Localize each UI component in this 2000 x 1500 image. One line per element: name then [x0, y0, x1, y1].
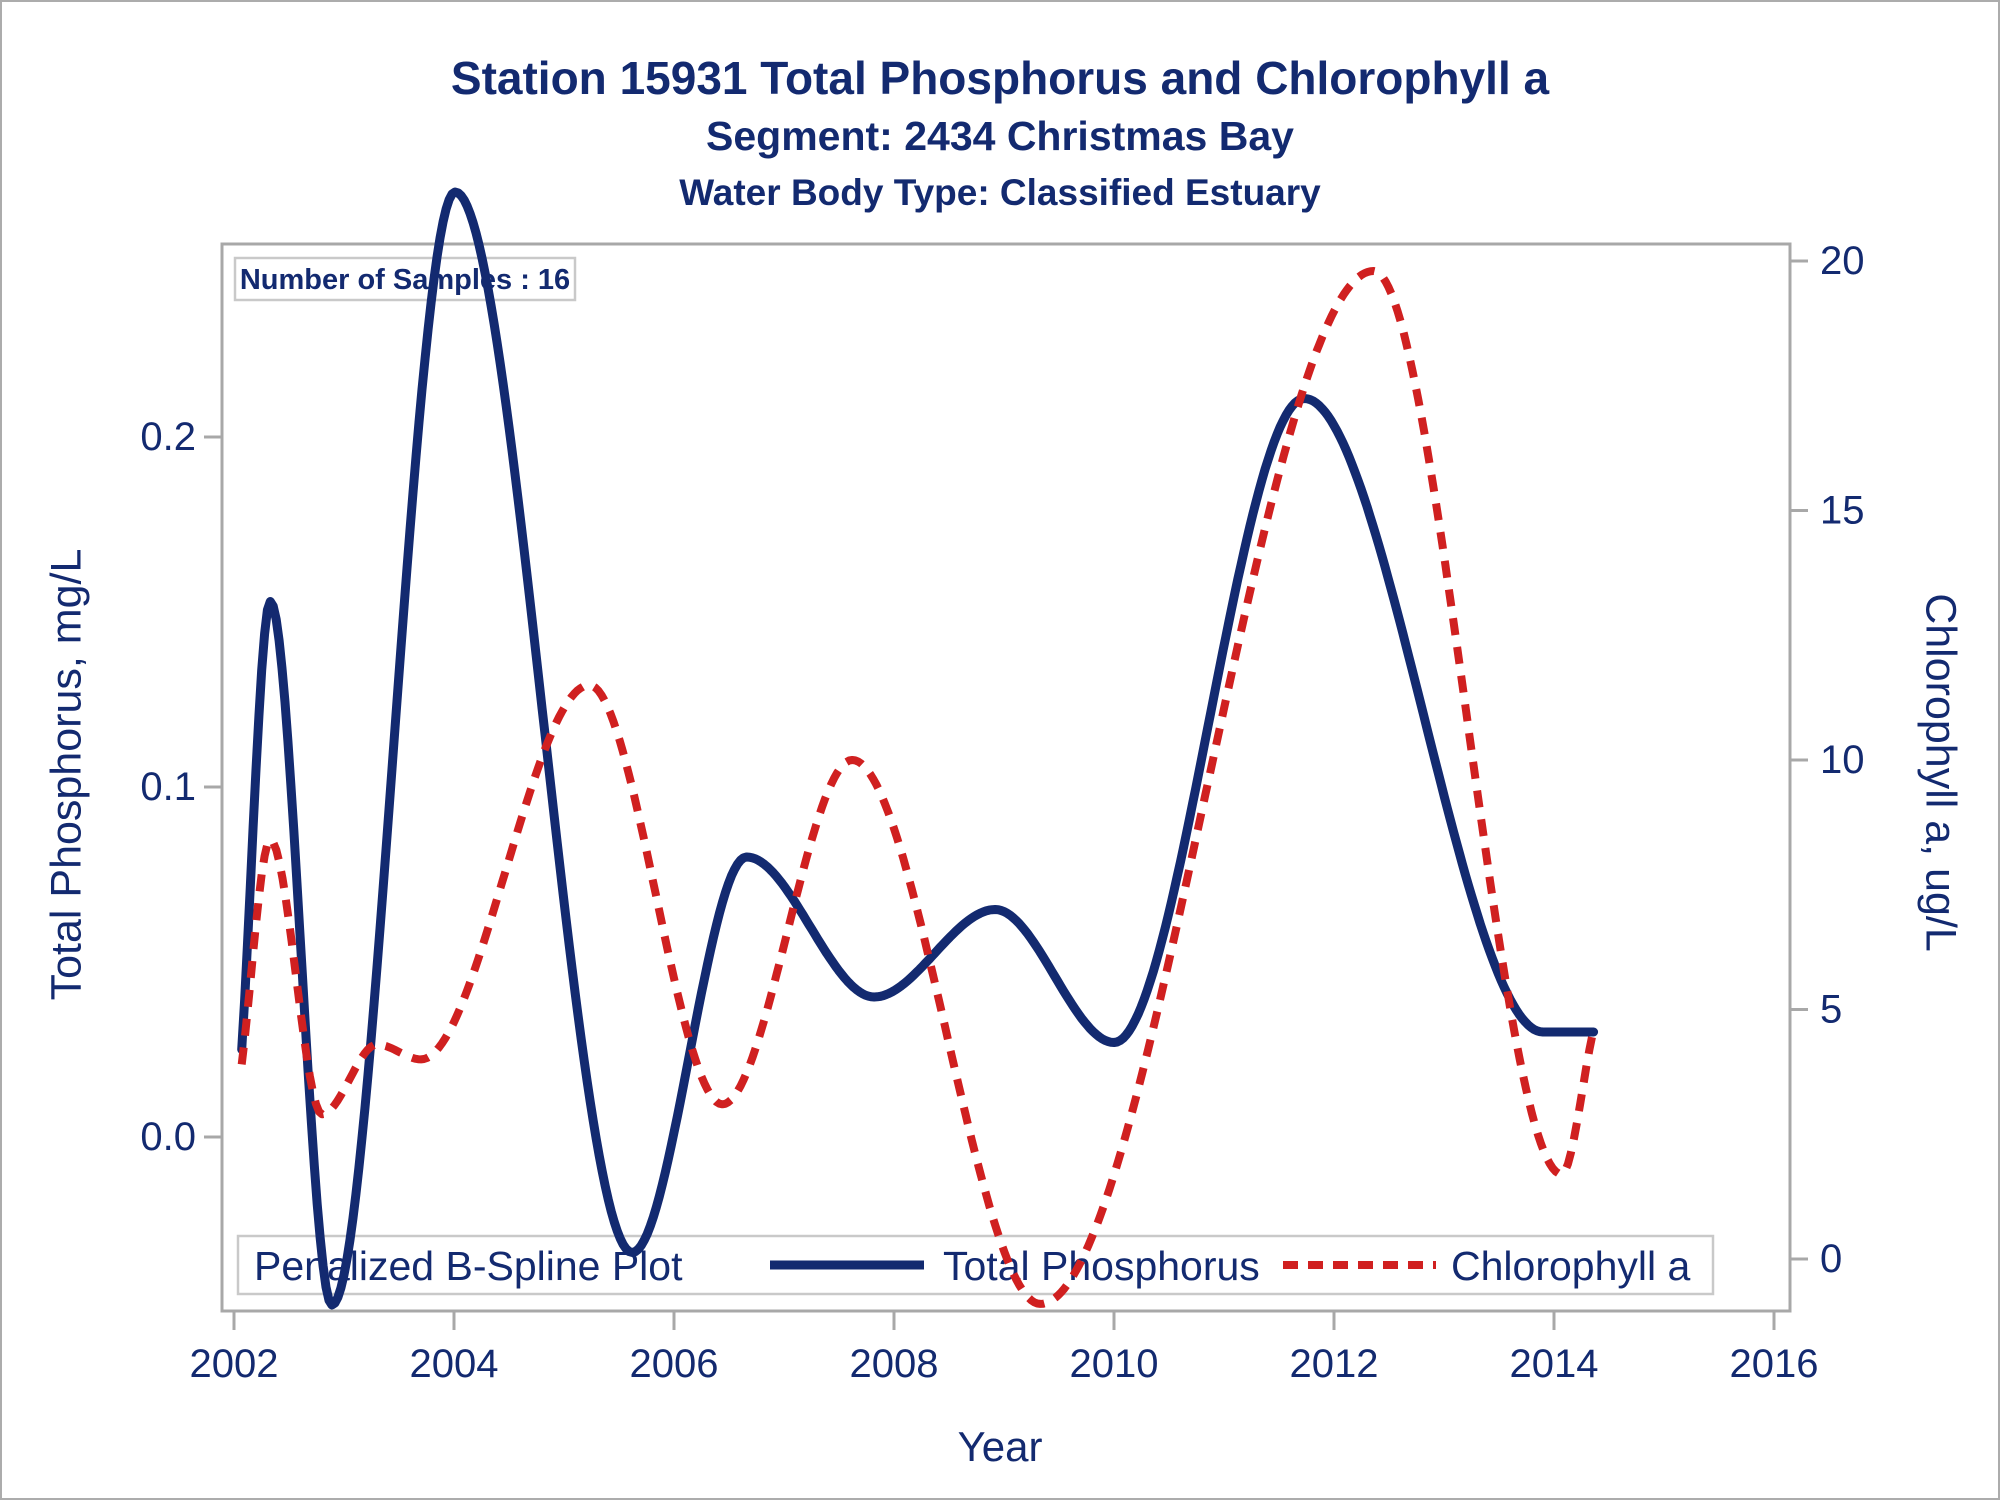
chart-subtitle: Segment: 2434 Christmas Bay [706, 113, 1294, 159]
legend-box [236, 1234, 1715, 1296]
y-right-tick-label: 10 [1820, 738, 1865, 782]
y-left-tick-label: 0.0 [140, 1115, 196, 1159]
x-tick-label: 2012 [1290, 1342, 1379, 1386]
x-axis-label: Year [957, 1423, 1043, 1470]
inset-text: Number of Samples : 16 [240, 264, 570, 296]
x-tick-label: 2010 [1070, 1342, 1159, 1386]
plot-border [220, 242, 1792, 1313]
y-left-tick-label: 0.2 [140, 415, 196, 459]
chart-subtitle2: Water Body Type: Classified Estuary [679, 172, 1321, 213]
x-tick-label: 2002 [190, 1342, 279, 1386]
chlorophyll-a-curve [237, 267, 1597, 1308]
legend-label-total-phosphorus: Total Phosphorus [943, 1243, 1260, 1289]
x-tick-label: 2006 [630, 1342, 719, 1386]
y-right-tick-label: 5 [1820, 988, 1842, 1032]
total-phosphorus-curve [237, 187, 1599, 1310]
x-tick-label: 2004 [410, 1342, 499, 1386]
chart-title: Station 15931 Total Phosphorus and Chlor… [450, 52, 1550, 104]
x-tick-label: 2014 [1510, 1342, 1599, 1386]
y-left-tick-label: 0.1 [140, 765, 196, 809]
x-tick-label: 2016 [1730, 1342, 1819, 1386]
y-right-tick-label: 0 [1820, 1237, 1842, 1281]
y-right-tick-label: 20 [1820, 239, 1865, 283]
inset-box [233, 256, 577, 302]
legend-label-chlorophyll-a: Chlorophyll a [1451, 1243, 1690, 1289]
x-tick-label: 2008 [850, 1342, 939, 1386]
y-right-tick-label: 15 [1820, 489, 1865, 533]
